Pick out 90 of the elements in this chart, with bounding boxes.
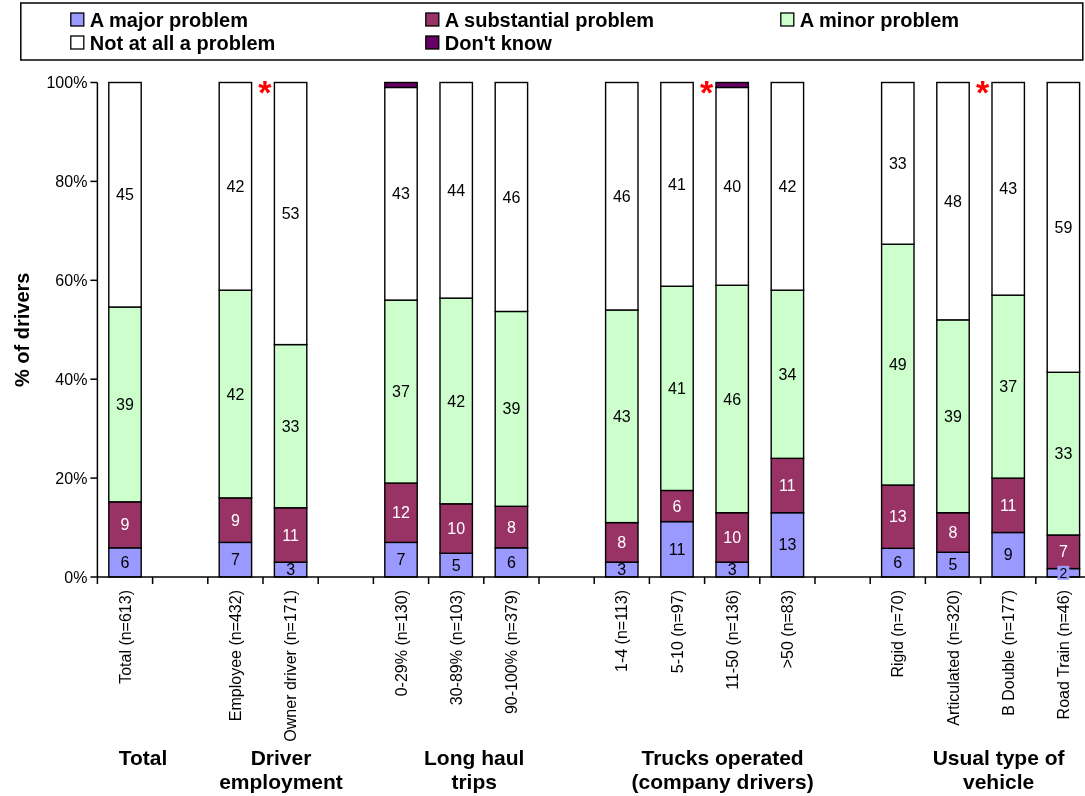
x-tick-label: Total (n=613): [116, 590, 134, 684]
data-label: 41: [668, 175, 686, 193]
data-label: 5: [948, 556, 958, 574]
data-label: 42: [226, 177, 245, 195]
data-label: 59: [1054, 218, 1073, 236]
data-label: 9: [230, 511, 240, 529]
data-label: 8: [506, 518, 516, 536]
y-axis-title: % of drivers: [11, 272, 33, 387]
data-label: 12: [392, 504, 410, 522]
data-label: 6: [672, 497, 682, 515]
data-label: 3: [286, 561, 296, 579]
annotation: *: [258, 72, 273, 111]
data-label: 11: [668, 540, 686, 558]
y-tick-label: 40%: [55, 370, 88, 388]
text: Driver employment: [219, 746, 343, 793]
x-tick-label: Employee (n=432): [227, 590, 244, 722]
data-label: 42: [778, 177, 797, 195]
y-tick-label: 20%: [55, 469, 88, 487]
data-label: 45: [116, 186, 134, 204]
data-label: 46: [612, 187, 631, 205]
x-tick-label: Road Train (n=46): [1055, 590, 1072, 720]
data-label: 37: [999, 378, 1018, 396]
x-tick-label: 0-29% (n=130): [392, 590, 410, 697]
data-label: 8: [948, 524, 958, 542]
data-label: 43: [999, 180, 1018, 198]
data-label: 6: [506, 554, 516, 572]
data-label: 7: [230, 551, 240, 569]
x-tick-label: 1-4 (n=113): [613, 590, 631, 672]
y-tick-label: 80%: [55, 173, 88, 190]
y-tick-label: 0%: [64, 568, 88, 586]
x-tick-label: Rigid (n=70): [889, 590, 907, 678]
y-tick-label: 100%: [46, 74, 88, 92]
text: Total: [118, 746, 168, 769]
data-label: 9: [1003, 546, 1013, 564]
x-tick-label: 30-89% (n=103): [447, 590, 465, 706]
data-label: 39: [944, 407, 962, 425]
data-label: 3: [727, 561, 737, 579]
data-label: 13: [888, 508, 907, 526]
data-label: 7: [1058, 543, 1068, 561]
data-label: 34: [778, 365, 797, 383]
data-label: 10: [723, 529, 742, 547]
data-label: 40: [723, 177, 742, 195]
data-label: 33: [281, 417, 300, 435]
x-tick-label: 11-50 (n=136): [723, 590, 741, 690]
data-label: 8: [617, 533, 627, 551]
data-label: 48: [944, 192, 962, 210]
data-label: 46: [723, 390, 742, 408]
data-label: 10: [447, 520, 466, 538]
data-label: 7: [396, 551, 406, 569]
x-tick-label: B Double (n=177): [999, 590, 1017, 716]
data-label: 6: [893, 554, 903, 572]
x-tick-label: Articulated (n=320): [944, 590, 962, 726]
x-tick-label: 90-100% (n=379): [503, 590, 520, 715]
data-label: 33: [1054, 445, 1073, 463]
x-tick-label: 5-10 (n=97): [668, 590, 686, 674]
data-label: 46: [502, 188, 521, 206]
data-label: 37: [392, 383, 410, 401]
data-label: 11: [999, 496, 1017, 514]
legend-label: A major problem: [89, 8, 248, 31]
data-label: 3: [617, 561, 627, 579]
data-label: 11: [779, 477, 796, 495]
data-label: 44: [447, 181, 466, 199]
text: Long haul trips: [424, 746, 525, 793]
data-label: 49: [888, 356, 907, 374]
data-label: 43: [392, 185, 410, 203]
data-label: 11: [282, 526, 300, 544]
legend-label: Don't know: [444, 31, 553, 54]
x-tick-label: Owner driver (n=171): [282, 590, 300, 742]
data-label: 39: [116, 396, 134, 414]
data-label: 42: [226, 385, 245, 403]
data-label: 13: [778, 536, 797, 554]
x-tick-label: >50 (n=83): [779, 590, 796, 669]
legend-label: A substantial problem: [444, 8, 655, 31]
annotation: *: [699, 72, 714, 111]
data-label: 6: [120, 554, 130, 572]
data-label: 9: [120, 516, 130, 534]
data-label: 2: [1059, 564, 1068, 581]
legend-label: A minor problem: [799, 8, 960, 31]
text: Usual type of vehicle: [932, 746, 1066, 793]
data-label: 41: [668, 379, 686, 397]
data-label: 39: [502, 400, 521, 418]
annotation: *: [975, 72, 990, 111]
y-tick-label: 60%: [55, 271, 88, 289]
data-label: 53: [281, 205, 300, 223]
legend-label: Not at all a problem: [89, 31, 276, 54]
data-label: 42: [447, 392, 466, 410]
data-label: 5: [451, 556, 461, 574]
data-label: 43: [612, 407, 631, 425]
text: Trucks operated (company drivers): [631, 746, 814, 793]
data-label: 33: [888, 154, 907, 172]
